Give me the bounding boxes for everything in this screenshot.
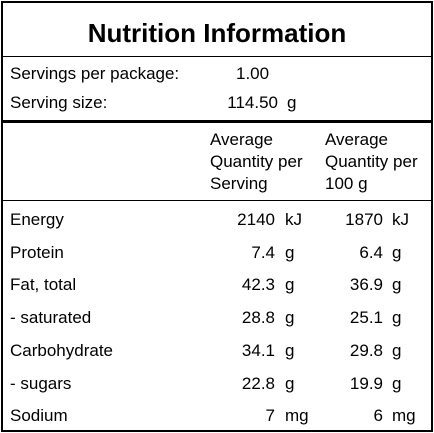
nutrient-per100-value: 6 [373, 406, 383, 425]
nutrient-name: Fat, total [10, 275, 77, 294]
nutrient-per100-value: 29.8 [349, 341, 383, 360]
nutrient-per100-value: 1870 [345, 210, 383, 229]
column-header-line: Average [325, 130, 389, 149]
column-header-line: Serving [210, 174, 268, 193]
nutrient-per100-value: 25.1 [349, 308, 383, 327]
serving-size-label: Serving size: [10, 93, 108, 112]
nutrient-serving-value: 7 [265, 406, 275, 425]
nutrient-serving-unit: g [285, 275, 295, 294]
nutrient-name: - sugars [10, 374, 72, 393]
column-header-line: Quantity per [210, 152, 303, 171]
nutrient-per100-unit: g [392, 374, 402, 393]
nutrient-per100-unit: g [392, 275, 402, 294]
serving-size-value: 114.50 [227, 93, 278, 112]
nutrient-name: Carbohydrate [10, 341, 114, 360]
nutrient-per100-unit: g [392, 308, 402, 327]
nutrient-serving-value: 28.8 [241, 308, 275, 327]
nutrient-per100-value: 19.9 [349, 374, 383, 393]
nutrient-serving-unit: g [285, 308, 295, 327]
nutrient-serving-value: 42.3 [241, 275, 275, 294]
nutrient-name: Protein [10, 243, 64, 262]
nutrient-serving-unit: mg [285, 406, 309, 425]
nutrient-serving-unit: g [285, 341, 295, 360]
column-header-line: Quantity per [325, 152, 418, 171]
column-header-divider [3, 200, 431, 201]
nutrient-name: Sodium [10, 406, 68, 425]
header-divider [3, 120, 431, 123]
nutrient-serving-value: 7.4 [251, 243, 275, 262]
nutrient-serving-unit: g [285, 374, 295, 393]
nutrient-per100-unit: kJ [392, 210, 409, 229]
nutrient-serving-unit: g [285, 243, 295, 262]
nutrient-per100-unit: g [392, 243, 402, 262]
panel-title: Nutrition Information [87, 18, 347, 48]
column-header-line: Average [210, 130, 274, 149]
serving-size-unit: g [287, 93, 297, 112]
servings-per-package-label: Servings per package: [10, 64, 180, 83]
nutrient-serving-value: 22.8 [241, 374, 275, 393]
nutrient-name: Energy [10, 210, 64, 229]
nutrient-name: - saturated [10, 308, 92, 327]
nutrient-serving-value: 34.1 [241, 341, 275, 360]
nutrient-per100-unit: g [392, 341, 402, 360]
nutrient-per100-value: 6.4 [359, 243, 383, 262]
nutrient-per100-unit: mg [392, 406, 416, 425]
nutrient-per100-value: 36.9 [349, 275, 383, 294]
column-header-line: 100 g [325, 174, 368, 193]
nutrient-serving-unit: kJ [285, 210, 302, 229]
nutrient-serving-value: 2140 [237, 210, 275, 229]
servings-per-package-value: 1.00 [236, 64, 270, 83]
title-divider [3, 56, 431, 57]
